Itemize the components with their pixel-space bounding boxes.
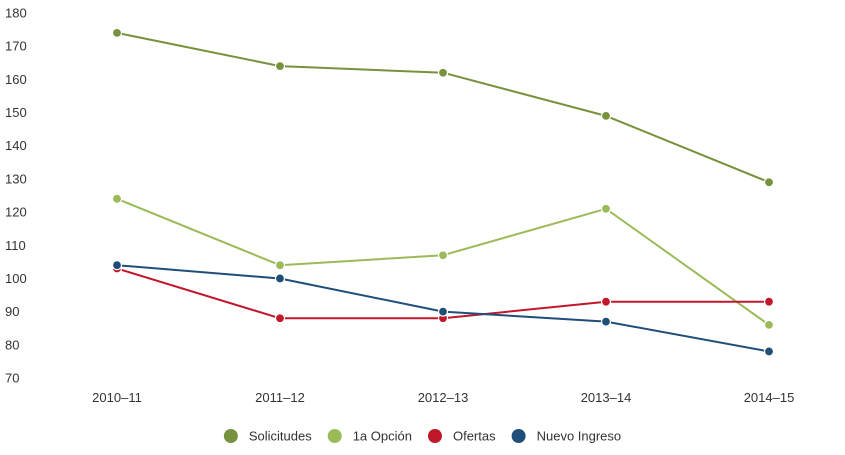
data-point[interactable] — [763, 177, 775, 188]
y-tick-label: 170 — [5, 39, 27, 54]
y-tick-label: 70 — [5, 371, 19, 386]
data-point[interactable] — [437, 306, 449, 317]
data-point[interactable] — [437, 67, 449, 78]
x-tick-label: 2013–14 — [581, 390, 632, 405]
legend-label: Ofertas — [453, 429, 496, 444]
data-point[interactable] — [600, 316, 612, 327]
y-tick-label: 180 — [5, 6, 27, 21]
data-point[interactable] — [111, 193, 123, 204]
legend-marker — [327, 429, 342, 443]
y-tick-label: 120 — [5, 205, 27, 220]
y-tick-label: 140 — [5, 138, 27, 153]
series-1a-opci-n — [111, 193, 775, 331]
x-tick-label: 2012–13 — [418, 390, 469, 405]
y-tick-label: 130 — [5, 171, 27, 186]
y-tick-label: 90 — [5, 304, 19, 319]
series-line-1a-opci-n — [116, 197, 770, 326]
y-tick-label: 80 — [5, 337, 19, 352]
data-point[interactable] — [600, 110, 612, 121]
plot-area — [111, 27, 775, 357]
legend-label: Nuevo Ingreso — [537, 429, 622, 444]
series-nuevo-ingreso — [111, 260, 775, 357]
x-tick-label: 2010–11 — [92, 390, 142, 405]
data-point[interactable] — [763, 296, 775, 307]
x-tick-label: 2014–15 — [744, 390, 795, 405]
y-tick-label: 100 — [5, 271, 27, 286]
data-point[interactable] — [111, 260, 123, 271]
legend-item[interactable]: 1a Opción — [327, 429, 412, 444]
x-tick-label: 2011–12 — [255, 390, 305, 405]
data-point[interactable] — [274, 60, 286, 72]
x-axis: 2010–11 2011–12 2012–13 2013–14 2014–15 — [92, 390, 794, 405]
data-point[interactable] — [600, 203, 612, 214]
legend-item[interactable]: Ofertas — [427, 429, 496, 444]
data-point[interactable] — [274, 313, 286, 324]
data-point[interactable] — [274, 273, 286, 284]
data-point[interactable] — [763, 319, 775, 331]
legend-label: 1a Opción — [353, 429, 412, 444]
y-tick-label: 150 — [5, 105, 27, 120]
legend-label: Solicitudes — [249, 429, 312, 444]
data-point[interactable] — [763, 346, 775, 357]
data-point[interactable] — [437, 250, 449, 261]
y-tick-label: 110 — [5, 238, 26, 253]
y-tick-label: 160 — [5, 72, 27, 87]
legend-item[interactable]: Solicitudes — [223, 429, 312, 444]
legend: Solicitudes 1a Opción Ofertas Nuevo Ingreso — [223, 429, 622, 444]
legend-marker — [223, 429, 238, 443]
legend-marker — [511, 429, 526, 443]
data-point[interactable] — [111, 27, 123, 39]
data-point[interactable] — [274, 260, 286, 271]
series-line-solicitudes — [116, 31, 770, 184]
series-solicitudes — [111, 27, 775, 188]
legend-item[interactable]: Nuevo Ingreso — [511, 429, 622, 444]
y-axis: 70 80 90 100 110 120 130 140 150 160 170 180 — [5, 6, 27, 386]
legend-marker — [427, 429, 442, 443]
data-point[interactable] — [600, 296, 612, 307]
